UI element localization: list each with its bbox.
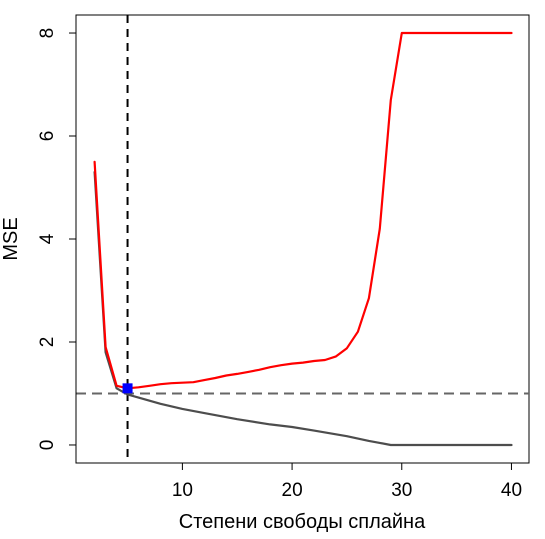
x-tick-label: 40 [501,480,522,501]
y-tick-label: 2 [37,337,58,348]
y-tick-label: 8 [37,28,58,39]
x-axis-title: Степени свободы сплайна [179,511,426,533]
reference-lines [76,15,529,463]
x-tick-label: 30 [391,480,412,501]
plot-box [75,14,530,464]
y-tick-label: 0 [37,440,58,451]
x-tick-label: 20 [282,480,303,501]
y-tick-label: 6 [37,131,58,142]
marker-layer [122,383,133,394]
series-line-2 [93,31,513,390]
x-axis: 10 20 30 40 [172,462,522,501]
selected-point-marker [122,383,133,394]
y-axis-title: MSE [0,217,22,260]
x-tick-label: 10 [172,480,193,501]
series-layer [93,31,513,447]
y-tick-label: 4 [37,233,58,244]
series-line-1 [93,171,513,447]
y-axis: 0 2 4 6 8 [37,28,77,451]
